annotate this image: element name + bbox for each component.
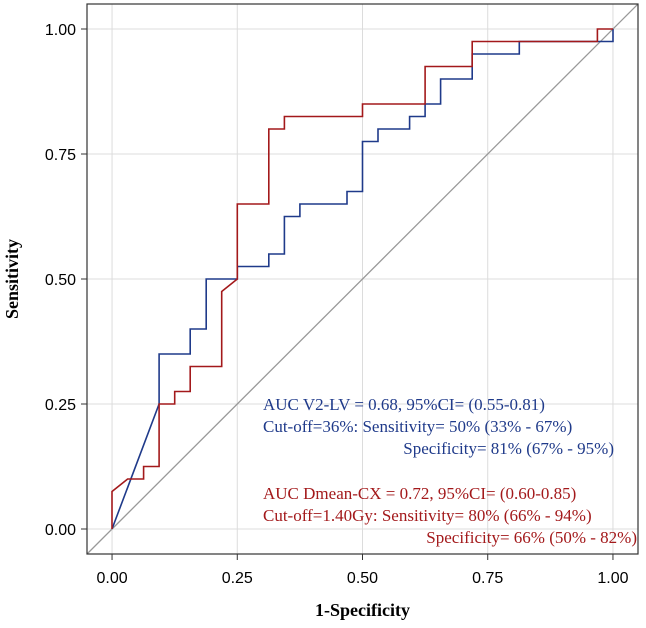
series-line-dmean-cx <box>111 28 613 529</box>
x-tick-label: 0.50 <box>347 570 378 587</box>
annotation-text: AUC V2-LV = 0.68, 95%CI= (0.55-0.81) <box>263 395 545 414</box>
y-tick-label: 0.50 <box>45 272 76 289</box>
x-axis-label: 1-Specificity <box>315 600 410 620</box>
annotation-text: Specificity= 66% (50% - 82%) <box>426 528 637 547</box>
reference-diagonal <box>86 3 639 555</box>
y-tick-label: 0.25 <box>45 397 76 414</box>
x-tick-label: 0.75 <box>472 570 503 587</box>
annotations: AUC V2-LV = 0.68, 95%CI= (0.55-0.81) Cut-… <box>263 395 637 547</box>
series <box>111 28 614 530</box>
x-tick-label: 0.00 <box>96 570 127 587</box>
y-tick-label: 0.00 <box>45 522 76 539</box>
x-tick-label: 1.00 <box>597 570 628 587</box>
annotation-text: AUC Dmean-CX = 0.72, 95%CI= (0.60-0.85) <box>263 484 576 503</box>
annotation-text: Cut-off=1.40Gy: Sensitivity= 80% (66% - … <box>263 506 592 525</box>
y-tick-label: 0.75 <box>45 147 76 164</box>
ticks: 0.00 0.25 0.50 0.75 1.00 0.00 0.25 0.50 0.75 1.00 <box>45 22 629 587</box>
annotation-text: Cut-off=36%: Sensitivity= 50% (33% - 67%… <box>263 417 572 436</box>
y-tick-label: 1.00 <box>45 22 76 39</box>
y-axis-label: Sensitivity <box>2 239 22 319</box>
annotation-text: Specificity= 81% (67% - 95%) <box>403 439 614 458</box>
x-tick-label: 0.25 <box>222 570 253 587</box>
series-line-v2-lv <box>111 29 614 530</box>
reference-line <box>86 3 639 555</box>
